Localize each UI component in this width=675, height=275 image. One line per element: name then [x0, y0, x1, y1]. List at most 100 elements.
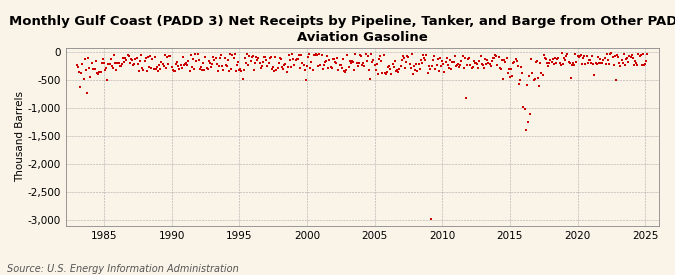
Point	[462, 63, 472, 67]
Point	[119, 60, 130, 65]
Point	[315, 63, 326, 68]
Point	[576, 62, 587, 66]
Point	[367, 60, 378, 64]
Point	[171, 62, 182, 67]
Point	[322, 54, 333, 59]
Point	[167, 68, 178, 72]
Point	[254, 61, 265, 65]
Point	[302, 63, 313, 68]
Point	[329, 57, 340, 61]
Point	[563, 60, 574, 64]
Point	[202, 67, 213, 72]
Point	[335, 62, 346, 67]
Point	[277, 65, 288, 70]
Point	[474, 59, 485, 63]
Point	[603, 62, 614, 67]
Point	[470, 61, 481, 65]
Point	[613, 54, 624, 59]
Point	[418, 56, 429, 60]
Point	[593, 55, 603, 59]
Point	[115, 64, 126, 69]
Point	[395, 64, 406, 68]
Point	[432, 57, 443, 62]
Point	[569, 62, 580, 67]
Point	[482, 58, 493, 62]
Point	[454, 64, 464, 69]
Point	[87, 67, 98, 72]
Point	[637, 62, 647, 67]
Point	[562, 51, 573, 56]
Point	[412, 69, 423, 73]
Point	[203, 59, 214, 64]
Point	[110, 61, 121, 65]
Point	[157, 62, 168, 66]
Point	[247, 54, 258, 58]
Point	[364, 76, 375, 81]
Point	[218, 68, 229, 72]
Point	[400, 66, 410, 70]
Point	[539, 53, 549, 57]
Point	[466, 66, 477, 70]
Point	[300, 78, 311, 82]
Point	[452, 63, 462, 67]
Point	[615, 64, 626, 68]
Point	[321, 59, 331, 64]
Point	[186, 65, 197, 69]
Point	[520, 127, 531, 132]
Point	[294, 53, 304, 57]
Point	[238, 68, 249, 72]
Point	[617, 60, 628, 65]
Point	[141, 69, 152, 74]
Point	[583, 61, 593, 66]
Point	[289, 63, 300, 68]
Point	[610, 78, 621, 82]
Point	[534, 84, 545, 88]
Point	[199, 68, 210, 72]
Point	[401, 59, 412, 64]
Point	[169, 69, 180, 74]
Point	[295, 65, 306, 70]
Point	[235, 67, 246, 71]
Point	[136, 53, 146, 57]
Point	[446, 67, 457, 72]
Point	[420, 58, 431, 62]
Point	[472, 62, 483, 67]
Point	[348, 60, 358, 65]
Point	[573, 55, 584, 60]
Point	[514, 81, 524, 86]
Point	[522, 120, 533, 125]
Point	[450, 54, 460, 59]
Point	[83, 56, 94, 60]
Point	[144, 54, 155, 58]
Point	[504, 66, 514, 71]
Point	[97, 61, 107, 66]
Point	[296, 53, 306, 58]
Point	[120, 56, 131, 60]
Point	[309, 52, 320, 57]
Point	[481, 62, 491, 66]
Point	[385, 67, 396, 71]
Point	[537, 73, 548, 77]
Point	[142, 55, 153, 59]
Point	[166, 65, 177, 69]
Point	[127, 58, 138, 62]
Point	[508, 61, 518, 66]
Point	[159, 53, 170, 57]
Point	[307, 68, 318, 72]
Point	[429, 54, 439, 59]
Point	[427, 64, 437, 68]
Point	[104, 62, 115, 66]
Point	[121, 57, 132, 62]
Point	[458, 66, 469, 70]
Point	[297, 61, 308, 65]
Point	[90, 67, 101, 72]
Point	[595, 56, 605, 61]
Point	[215, 56, 225, 60]
Point	[369, 63, 380, 67]
Point	[362, 54, 373, 58]
Point	[189, 67, 200, 72]
Point	[484, 62, 495, 66]
Point	[299, 68, 310, 72]
Point	[371, 68, 381, 72]
Point	[341, 68, 352, 72]
